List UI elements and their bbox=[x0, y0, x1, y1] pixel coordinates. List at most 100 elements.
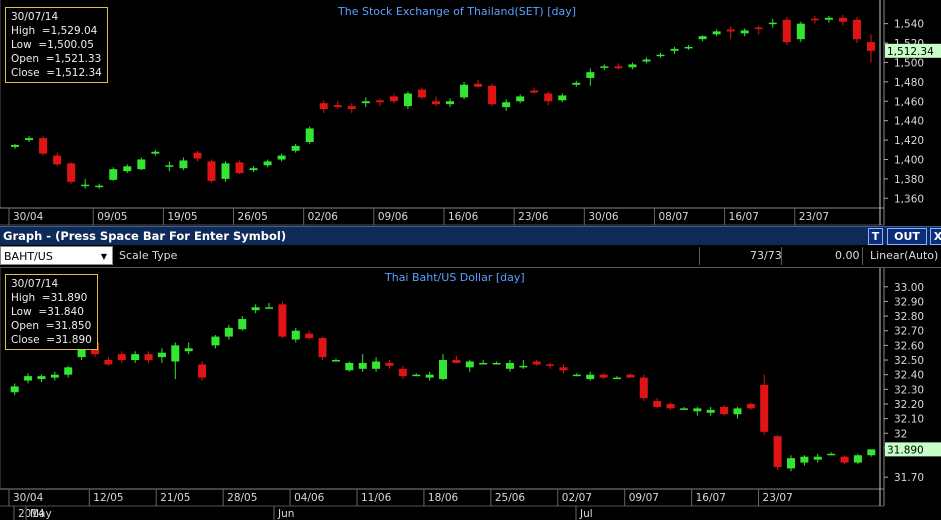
candle-body-down bbox=[39, 138, 48, 154]
candle-body-up bbox=[361, 101, 370, 104]
candle-body-up bbox=[157, 352, 166, 358]
y-tick-label: 32.30 bbox=[894, 384, 924, 396]
candle-body-up bbox=[50, 374, 59, 378]
lower-chart-pane[interactable]: 31.7031.903232.1032.2032.3032.4032.5032.… bbox=[0, 268, 941, 520]
toolbar-divider bbox=[862, 247, 863, 265]
date-tick-label: 02/07 bbox=[562, 492, 592, 504]
candle-body-up bbox=[277, 155, 286, 160]
candle-body-up bbox=[558, 95, 567, 101]
candle-body-down bbox=[599, 374, 608, 378]
candle-body-down bbox=[198, 364, 207, 378]
date-tick-label: 18/06 bbox=[428, 492, 459, 504]
candle-body-up bbox=[249, 168, 258, 171]
candle-body-down bbox=[431, 101, 440, 105]
y-tick-label: 31.70 bbox=[894, 472, 924, 484]
candle-body-down bbox=[385, 362, 394, 366]
scale-type-label: Scale Type bbox=[119, 249, 178, 262]
candle-body-up bbox=[211, 336, 220, 346]
symbol-select-value: BAHT/US bbox=[4, 250, 53, 263]
symbol-select[interactable]: BAHT/US ▼ bbox=[0, 246, 113, 265]
candle-body-up bbox=[505, 362, 514, 369]
date-tick-label: 02/06 bbox=[308, 211, 339, 223]
candle-body-up bbox=[642, 59, 651, 62]
candle-body-up bbox=[64, 367, 73, 375]
candle-body-up bbox=[740, 30, 749, 34]
candle-body-down bbox=[530, 90, 539, 93]
candle-body-up bbox=[123, 166, 132, 172]
close-button[interactable]: X bbox=[930, 228, 941, 245]
month-label: May bbox=[30, 508, 52, 520]
candle-body-down bbox=[67, 163, 76, 182]
y-tick-label: 32.80 bbox=[894, 311, 924, 323]
y-tick-label: 32.90 bbox=[894, 296, 924, 308]
candle-body-up bbox=[712, 31, 721, 35]
candle-body-down bbox=[626, 374, 635, 378]
upper-info-open: Open =1,521.33 bbox=[11, 53, 102, 65]
date-tick-label: 21/05 bbox=[160, 492, 190, 504]
candle-body-up bbox=[25, 138, 34, 141]
candle-body-up bbox=[800, 456, 809, 463]
candle-body-up bbox=[305, 128, 314, 143]
lower-ohlc-info-box: 30/07/14 High =31.890 Low =31.840 Open =… bbox=[5, 274, 98, 350]
date-tick-label: 08/07 bbox=[658, 211, 688, 223]
graph-section-bar: Graph - (Press Space Bar For Enter Symbo… bbox=[0, 226, 941, 246]
y-tick-label: 32 bbox=[894, 428, 907, 440]
date-tick-label: 09/05 bbox=[97, 211, 127, 223]
candle-body-up bbox=[95, 185, 104, 188]
date-tick-label: 16/06 bbox=[448, 211, 479, 223]
candle-body-up bbox=[331, 360, 340, 362]
candle-body-up bbox=[733, 408, 742, 415]
date-tick-label: 30/04 bbox=[13, 492, 44, 504]
candle-body-down bbox=[488, 85, 497, 105]
candle-body-up bbox=[251, 307, 260, 311]
chevron-down-icon[interactable]: ▼ bbox=[100, 252, 108, 261]
candle-body-down bbox=[838, 17, 847, 22]
candle-body-up bbox=[586, 374, 595, 380]
candle-body-up bbox=[827, 453, 836, 456]
candle-body-up bbox=[698, 36, 707, 40]
last-price-label: 1,512.34 bbox=[887, 46, 934, 58]
candle-body-up bbox=[171, 345, 180, 362]
candle-body-down bbox=[559, 367, 568, 371]
lower-info-close: Close =31.890 bbox=[11, 334, 92, 346]
candle-body-up bbox=[460, 84, 469, 98]
upper-chart-pane[interactable]: 1,360 1,380 1,400 1,420 1,440 1,460 1,480 1,500… bbox=[0, 0, 941, 227]
candle-body-up bbox=[796, 23, 805, 40]
y-tick-label: 1,360 bbox=[894, 193, 924, 205]
scale-type-value[interactable]: Linear(Auto) bbox=[870, 249, 939, 262]
upper-candlestick-chart[interactable]: 1,360 1,380 1,400 1,420 1,440 1,460 1,480 1,500… bbox=[0, 0, 941, 227]
candle-body-up bbox=[24, 376, 33, 381]
candle-body-up bbox=[600, 66, 609, 68]
date-tick-label: 30/04 bbox=[13, 211, 44, 223]
lower-candlestick-chart[interactable]: 31.7031.903232.1032.2032.3032.4032.5032.… bbox=[0, 268, 941, 520]
t-button[interactable]: T bbox=[868, 228, 883, 245]
candle-body-down bbox=[235, 162, 244, 174]
y-tick-label: 32.10 bbox=[894, 414, 924, 426]
out-button[interactable]: OUT bbox=[887, 228, 927, 245]
candle-body-up bbox=[787, 458, 795, 469]
candle-body-down bbox=[754, 27, 763, 30]
y-tick-label: 1,420 bbox=[894, 135, 924, 147]
y-tick-label: 32.60 bbox=[894, 340, 924, 352]
candle-body-up bbox=[81, 184, 90, 187]
candle-body-down bbox=[398, 368, 407, 377]
candle-body-up bbox=[628, 64, 637, 68]
candle-body-down bbox=[278, 304, 287, 337]
candle-body-down bbox=[532, 361, 541, 365]
candle-body-up bbox=[613, 377, 621, 380]
graph-section-title: Graph - (Press Space Bar For Enter Symbo… bbox=[3, 229, 287, 243]
candle-body-up bbox=[165, 165, 174, 167]
y-tick-label: 32.70 bbox=[894, 326, 924, 338]
upper-info-close: Close =1,512.34 bbox=[11, 67, 102, 79]
date-tick-label: 04/06 bbox=[294, 492, 325, 504]
candle-body-down bbox=[810, 18, 819, 21]
candle-body-up bbox=[131, 354, 140, 361]
candle-body-up bbox=[291, 145, 300, 151]
candle-body-up bbox=[768, 22, 777, 25]
candle-body-down bbox=[117, 354, 126, 361]
date-tick-label: 19/05 bbox=[167, 211, 197, 223]
upper-info-high: High =1,529.04 bbox=[11, 25, 98, 37]
candle-body-down bbox=[474, 83, 483, 87]
candle-body-down bbox=[653, 401, 662, 407]
candle-body-up bbox=[813, 456, 822, 460]
